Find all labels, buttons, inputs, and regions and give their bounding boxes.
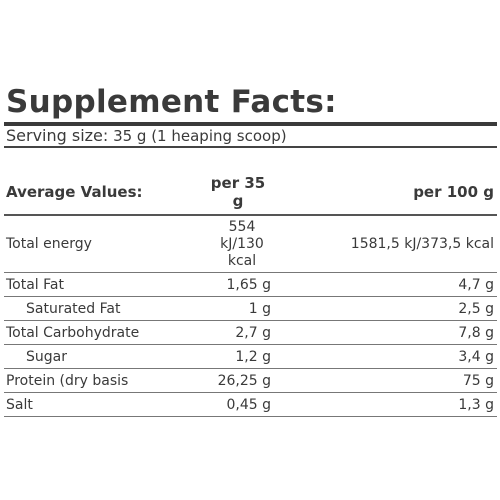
header-per-35g: per 35 g bbox=[201, 170, 274, 216]
table-row: Salt 0,45 g 1,3 g bbox=[4, 392, 497, 417]
row-name: Saturated Fat bbox=[4, 296, 201, 321]
row-name: Protein (dry basis bbox=[4, 368, 201, 393]
table-row: Total Carbohydrate 2,7 g 7,8 g bbox=[4, 320, 497, 345]
row-name: Total Carbohydrate bbox=[4, 320, 201, 345]
nutrition-table: Average Values: per 35 g per 100 g Total… bbox=[4, 170, 497, 417]
row-per35: 2,7 g bbox=[201, 320, 274, 345]
table-row: Saturated Fat 1 g 2,5 g bbox=[4, 296, 497, 321]
row-per100: 1,3 g bbox=[274, 392, 497, 417]
row-name: Total Fat bbox=[4, 272, 201, 297]
row-per100: 1581,5 kJ/373,5 kcal bbox=[274, 215, 497, 273]
table-row: Sugar 1,2 g 3,4 g bbox=[4, 344, 497, 369]
row-name: Sugar bbox=[4, 344, 201, 369]
row-per35: 1,65 g bbox=[201, 272, 274, 297]
row-per35: 1,2 g bbox=[201, 344, 274, 369]
row-per100: 3,4 g bbox=[274, 344, 497, 369]
serving-size: Serving size: 35 g (1 heaping scoop) bbox=[4, 126, 497, 146]
panel-title: Supplement Facts: bbox=[6, 84, 337, 120]
supplement-facts-panel: Supplement Facts: Serving size: 35 g (1 … bbox=[4, 84, 497, 417]
title-divider bbox=[4, 122, 497, 126]
row-per35: 1 g bbox=[201, 296, 274, 321]
row-per35: 26,25 g bbox=[201, 368, 274, 393]
row-name: Total energy bbox=[4, 215, 201, 273]
serving-size-label: Serving size: bbox=[6, 126, 109, 145]
row-per100: 75 g bbox=[274, 368, 497, 393]
serving-size-value: 35 g (1 heaping scoop) bbox=[108, 127, 287, 145]
row-per100: 7,8 g bbox=[274, 320, 497, 345]
header-average-values: Average Values: bbox=[4, 170, 201, 216]
row-per100: 4,7 g bbox=[274, 272, 497, 297]
row-per35: 0,45 g bbox=[201, 392, 274, 417]
row-per35: 554 kJ/130 kcal bbox=[201, 215, 274, 273]
row-per100: 2,5 g bbox=[274, 296, 497, 321]
row-name: Salt bbox=[4, 392, 201, 417]
table-header-row: Average Values: per 35 g per 100 g bbox=[4, 170, 497, 216]
header-per-100g: per 100 g bbox=[274, 170, 497, 216]
table-row: Total Fat 1,65 g 4,7 g bbox=[4, 272, 497, 297]
table-row: Total energy 554 kJ/130 kcal 1581,5 kJ/3… bbox=[4, 215, 497, 273]
table-row: Protein (dry basis 26,25 g 75 g bbox=[4, 368, 497, 393]
serving-divider bbox=[4, 146, 497, 148]
